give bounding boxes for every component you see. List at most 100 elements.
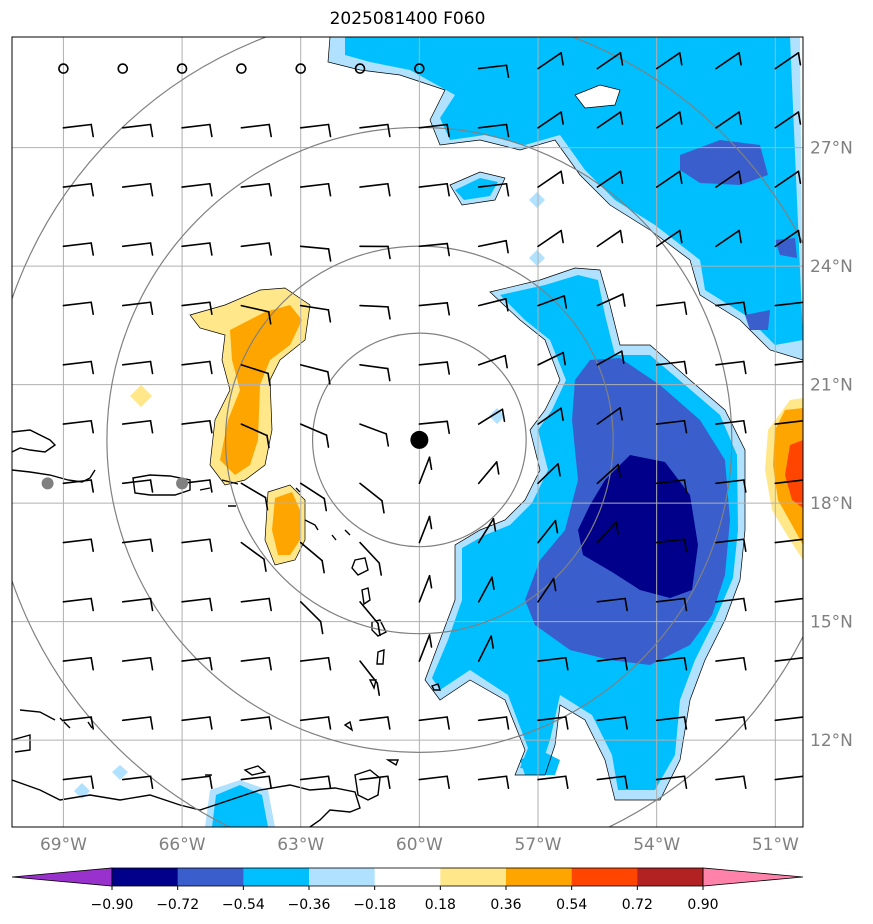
wind-barb bbox=[418, 456, 433, 485]
wind-barb bbox=[240, 364, 271, 387]
wind-barb bbox=[774, 360, 803, 366]
shade-diamond-3 bbox=[489, 408, 505, 424]
wind-barb bbox=[240, 541, 267, 572]
shade-orange-w bbox=[220, 305, 302, 475]
wind-barb bbox=[537, 577, 557, 603]
wind-barb bbox=[240, 182, 272, 197]
wind-barb bbox=[121, 301, 154, 316]
wind-barb bbox=[715, 170, 742, 188]
wind-barb bbox=[181, 182, 213, 197]
wind-barb bbox=[715, 51, 742, 70]
wind-barb bbox=[359, 364, 391, 382]
calm-wind-circle bbox=[117, 63, 129, 74]
wind-barb bbox=[477, 182, 510, 197]
wind-barb bbox=[715, 360, 747, 375]
wind-barb bbox=[359, 423, 390, 447]
wind-barb bbox=[477, 408, 506, 425]
wind-barb bbox=[418, 361, 451, 375]
wind-barb bbox=[240, 423, 270, 449]
wind-barb bbox=[596, 51, 624, 70]
wind-barb bbox=[181, 597, 213, 612]
wind-barb bbox=[715, 419, 747, 434]
lon-tick-label: 54°W bbox=[633, 835, 680, 855]
coast-vi bbox=[199, 479, 239, 507]
shade-blue-small bbox=[520, 750, 560, 775]
lon-tick-label: 57°W bbox=[515, 835, 562, 855]
wind-barb bbox=[655, 419, 688, 434]
coast-hispaniola bbox=[12, 429, 57, 453]
wind-barb bbox=[181, 123, 213, 138]
wind-barb bbox=[655, 479, 688, 493]
wind-barb bbox=[537, 407, 564, 425]
wind-barb bbox=[715, 301, 747, 316]
station-marker bbox=[176, 477, 189, 490]
coast-islands-8 bbox=[385, 759, 400, 767]
wind-barb bbox=[418, 123, 450, 138]
calm-wind-circle bbox=[176, 63, 188, 74]
shade-dark-blue-ne bbox=[680, 140, 768, 185]
wind-barb bbox=[477, 635, 494, 662]
wind-barb bbox=[596, 597, 628, 612]
wind-barb bbox=[240, 304, 272, 325]
wind-barb bbox=[537, 716, 569, 730]
wind-barb bbox=[477, 775, 510, 790]
wind-barb bbox=[181, 775, 213, 790]
wind-barb bbox=[418, 182, 450, 197]
wind-barb bbox=[240, 242, 272, 256]
wind-barb bbox=[121, 716, 154, 730]
wind-barb bbox=[477, 64, 510, 79]
colorbar-segment bbox=[637, 868, 704, 886]
wind-barb bbox=[655, 360, 688, 375]
wind-barb bbox=[537, 229, 564, 248]
wind-barb bbox=[121, 538, 154, 553]
colorbar-segment bbox=[177, 868, 244, 886]
calm-wind-circle bbox=[58, 63, 69, 74]
wind-barb bbox=[121, 242, 154, 256]
wind-barb bbox=[537, 775, 569, 790]
wind-barb bbox=[418, 574, 433, 603]
lon-tick-label: 51°W bbox=[752, 835, 799, 855]
coast-islands-5 bbox=[376, 649, 385, 665]
wind-barb bbox=[596, 350, 625, 366]
lon-tick-label: 69°W bbox=[40, 835, 87, 855]
wind-barb bbox=[537, 51, 564, 70]
wind-barb bbox=[715, 479, 747, 493]
wind-barb bbox=[121, 182, 154, 197]
wind-barb bbox=[774, 479, 803, 485]
wind-barb bbox=[62, 538, 95, 553]
shade-blue-sw2 bbox=[212, 785, 268, 827]
shade-navy-se bbox=[578, 455, 698, 598]
wind-barb bbox=[240, 597, 272, 612]
coast-tobago bbox=[243, 765, 267, 776]
wind-barb bbox=[418, 775, 450, 790]
colorbar-tick-label: −0.72 bbox=[156, 897, 199, 913]
wind-barb bbox=[299, 423, 330, 448]
coast-islands-2 bbox=[351, 557, 369, 576]
wind-barb bbox=[299, 182, 332, 197]
calm-wind-circle bbox=[354, 63, 366, 74]
calm-wind-circle bbox=[295, 63, 307, 74]
wind-barb bbox=[477, 297, 509, 312]
colorbar-tick-labels: −0.90 −0.72 −0.54 −0.36 −0.18 0.18 0.36 0.54 0.7… bbox=[91, 886, 719, 913]
wind-barbs bbox=[58, 51, 803, 790]
shade-diamond-4 bbox=[112, 765, 128, 780]
shade-dark-blue-ne3 bbox=[745, 310, 770, 330]
wind-barb bbox=[62, 775, 95, 790]
wind-barb bbox=[537, 170, 564, 188]
wind-barb bbox=[715, 716, 747, 730]
wind-barb bbox=[655, 538, 688, 553]
colorbar-tick-label: −0.90 bbox=[91, 897, 134, 913]
lat-tick-label: 18°N bbox=[810, 494, 853, 514]
map-markers bbox=[41, 430, 429, 490]
wind-barb bbox=[181, 656, 213, 671]
colorbar-tick-label: −0.36 bbox=[288, 897, 331, 913]
wind-barb bbox=[299, 123, 332, 138]
wind-barb bbox=[596, 463, 621, 485]
map-title: 2025081400 F060 bbox=[329, 9, 486, 29]
wind-barb bbox=[655, 229, 683, 248]
latitude-labels: 27°N 24°N 21°N 18°N 15°N 12°N bbox=[810, 139, 853, 751]
wind-barb bbox=[299, 775, 332, 790]
wind-barb bbox=[537, 463, 561, 485]
wind-barb bbox=[715, 597, 747, 612]
